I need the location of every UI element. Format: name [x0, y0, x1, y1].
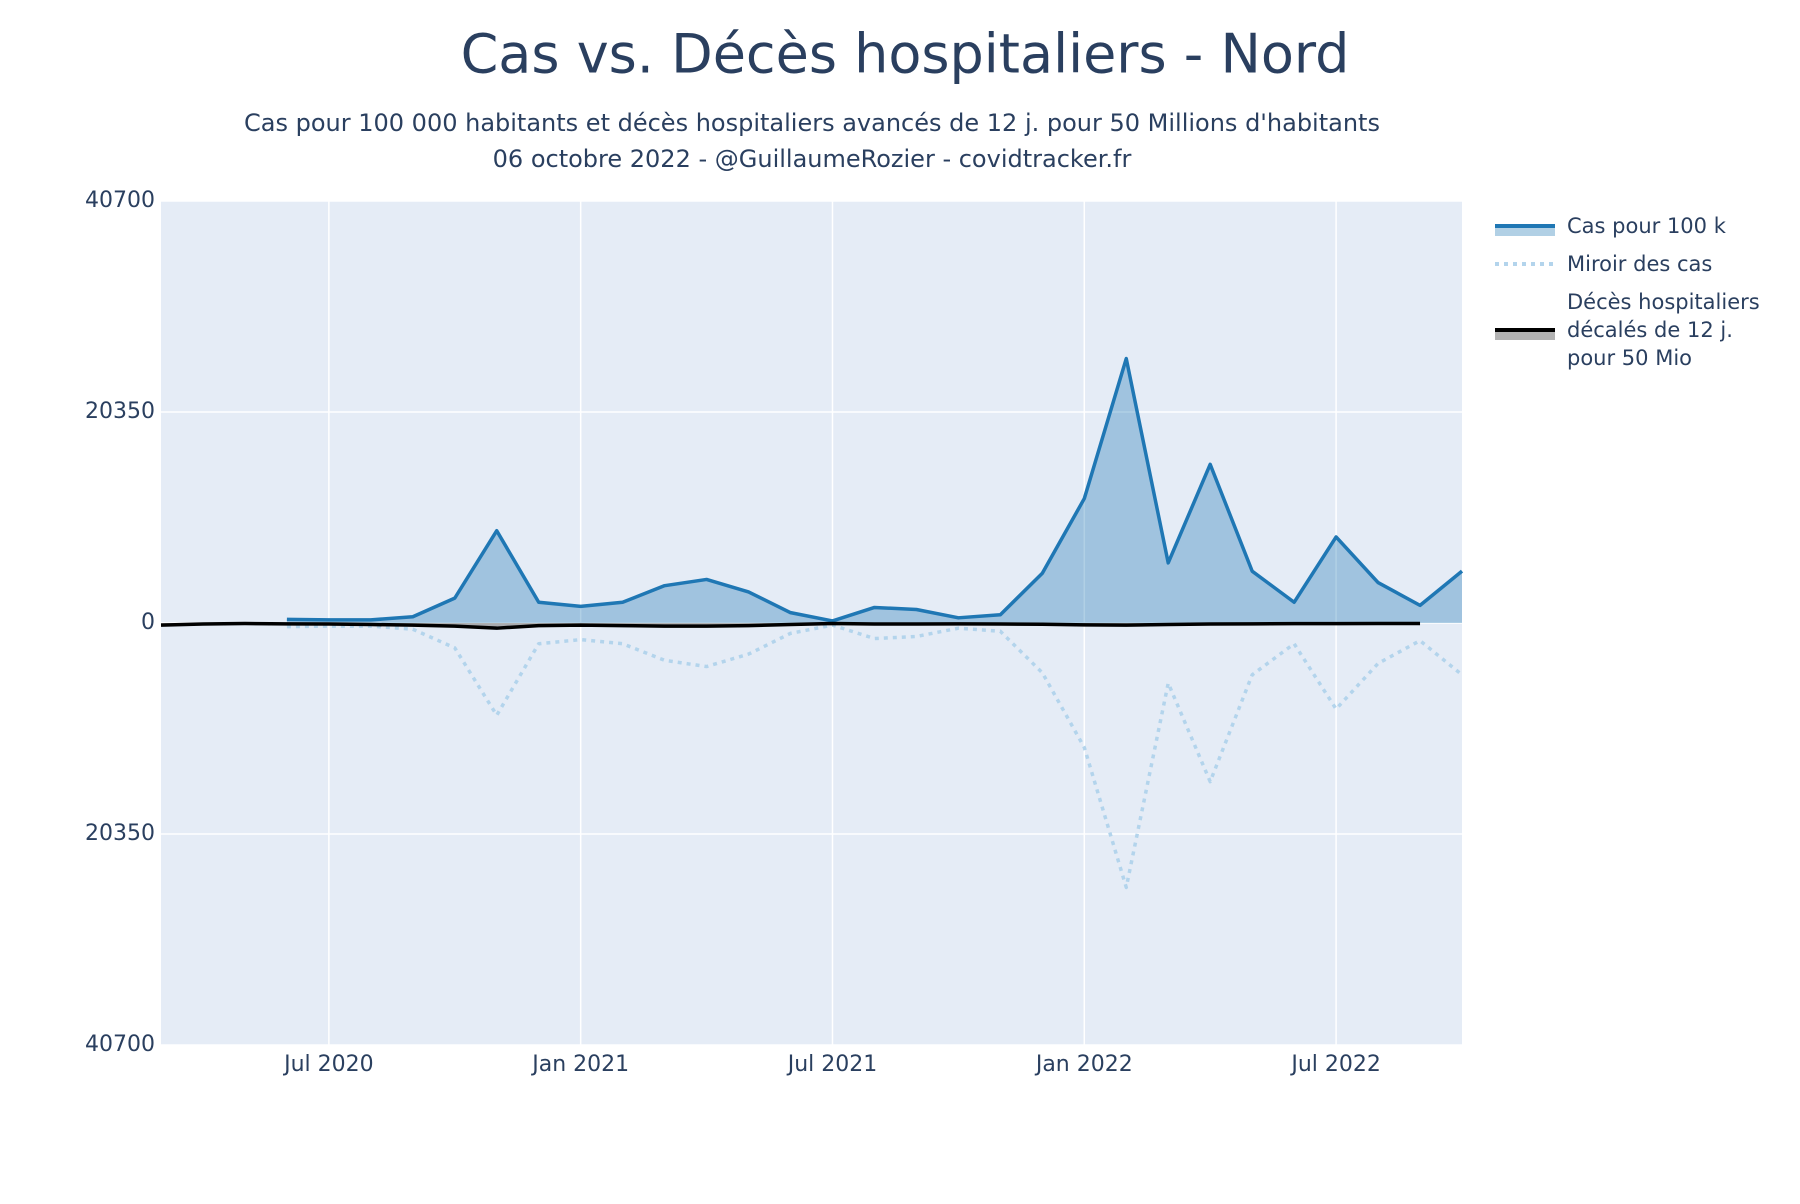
- legend-item: Décès hospitaliers décalés de 12 j. pour…: [1495, 288, 1785, 372]
- y-tick-label: 20350: [85, 399, 155, 424]
- legend-swatch: [1495, 262, 1555, 266]
- chart-title: Cas vs. Décès hospitaliers - Nord: [461, 23, 1350, 86]
- legend-fill: [1495, 226, 1555, 236]
- x-tick-label: Jan 2022: [1034, 1052, 1133, 1077]
- line: [286, 623, 1464, 890]
- y-tick-label: 40700: [85, 1032, 155, 1057]
- legend-swatch: [1495, 328, 1555, 340]
- legend-label: Miroir des cas: [1567, 252, 1713, 276]
- y-tick-label: 20350: [85, 821, 155, 846]
- legend-item: Cas pour 100 k: [1495, 212, 1785, 240]
- chart-subtitle: Cas pour 100 000 habitants et décès hosp…: [244, 109, 1380, 137]
- line: [160, 621, 1421, 630]
- chart-caption: 06 octobre 2022 - @GuillaumeRozier - cov…: [493, 145, 1132, 173]
- y-tick-label: 40700: [85, 188, 155, 213]
- area: [286, 358, 1463, 623]
- x-tick-label: Jan 2021: [530, 1052, 629, 1077]
- line: [286, 356, 1464, 623]
- legend-item: Miroir des cas: [1495, 250, 1785, 278]
- legend-fill: [1495, 330, 1555, 340]
- legend-swatch: [1495, 224, 1555, 236]
- x-tick-label: Jul 2020: [282, 1052, 374, 1077]
- x-tick-label: Jul 2022: [1289, 1052, 1381, 1077]
- legend: Cas pour 100 k Miroir des cas Décès hospit…: [1495, 212, 1785, 382]
- x-tick-label: Jul 2021: [786, 1052, 878, 1077]
- legend-label: Décès hospitaliers décalés de 12 j. pour…: [1567, 290, 1760, 370]
- y-tick-label: 0: [141, 610, 155, 635]
- legend-label: Cas pour 100 k: [1567, 214, 1726, 238]
